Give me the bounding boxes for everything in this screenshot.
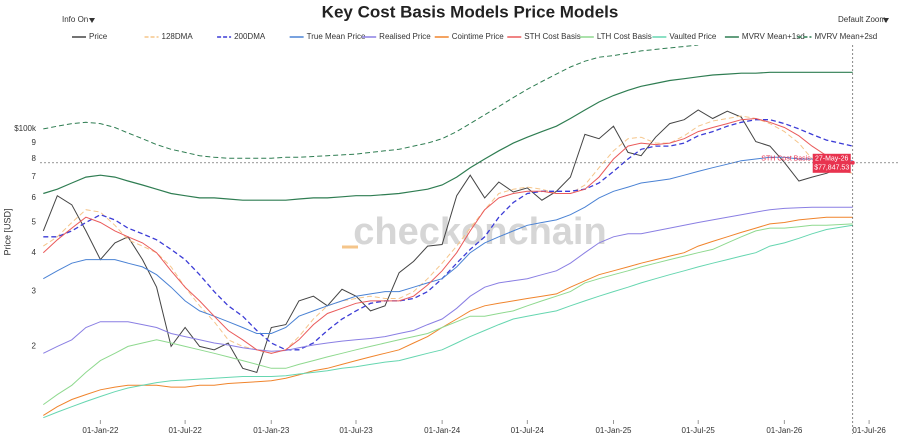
series-line: [43, 223, 853, 406]
legend-label: 200DMA: [234, 32, 266, 41]
y-axis-title: Price [USD]: [2, 208, 12, 255]
legend-label: 128DMA: [162, 32, 194, 41]
legend-label: Vaulted Price: [669, 32, 717, 41]
annotation-box: [812, 153, 851, 173]
x-tick-label: 01-Jul-26: [852, 426, 886, 435]
series-line: [43, 71, 853, 201]
legend-label: Realised Price: [379, 32, 431, 41]
legend-label: MVRV Mean+1sd: [742, 32, 805, 41]
axes: 2 3 4 5 6 7 8 9 $100k 01-Jan-22 01-Jul-22 01-Jan-23…: [14, 124, 886, 435]
series-line: [43, 224, 853, 419]
info-toggle[interactable]: Info On: [62, 15, 88, 24]
series-line: [42, 117, 853, 354]
info-arrow[interactable]: [89, 18, 95, 23]
x-tick-label: 01-Jan-25: [595, 426, 632, 435]
chart-title: Key Cost Basis Models Price Models: [322, 2, 619, 21]
y-tick-label: $100k: [14, 124, 37, 133]
zoom-select[interactable]: Default Zoom: [838, 15, 886, 24]
legend-label: LTH Cost Basis: [597, 32, 652, 41]
series-line: [42, 109, 853, 374]
legend-label: Price: [89, 32, 108, 41]
series-line: [43, 115, 853, 354]
x-tick-label: 01-Jan-26: [766, 426, 803, 435]
zoom-arrow[interactable]: [883, 18, 889, 23]
x-tick-label: 01-Jul-25: [682, 426, 716, 435]
series-line: [43, 45, 699, 159]
x-tick-label: 01-Jan-22: [82, 426, 119, 435]
annotation-date: 27-May-26: [815, 156, 849, 163]
y-tick-label: 4: [32, 248, 37, 257]
y-tick-label: 8: [32, 154, 37, 163]
legend-label: Cointime Price: [452, 32, 505, 41]
x-tick-label: 01-Jan-23: [253, 426, 290, 435]
plot-area: [42, 45, 853, 419]
x-tick-label: 01-Jul-23: [339, 426, 373, 435]
y-tick-label: 3: [32, 287, 37, 296]
annotation-point: [850, 160, 855, 165]
y-tick-label: 9: [32, 138, 37, 147]
y-tick-label: 2: [32, 341, 37, 350]
legend-label: True Mean Price: [307, 32, 366, 41]
y-tick-label: 7: [32, 172, 37, 181]
x-tick-label: 01-Jan-24: [424, 426, 461, 435]
x-tick-label: 01-Jul-22: [168, 426, 202, 435]
annotation-series: STH Cost Basis: [761, 156, 811, 163]
series-line: [43, 206, 853, 354]
series-line: [43, 156, 853, 334]
legend: Price 128DMA 200DMA True Mean Price Realised…: [72, 32, 877, 41]
legend-label: STH Cost Basis: [524, 32, 580, 41]
annotation-price: $77,847.53: [814, 165, 849, 172]
x-tick-label: 01-Jul-24: [511, 426, 545, 435]
y-tick-label: 6: [32, 193, 37, 202]
y-tick-label: 5: [32, 218, 37, 227]
legend-label: MVRV Mean+2sd: [814, 32, 877, 41]
